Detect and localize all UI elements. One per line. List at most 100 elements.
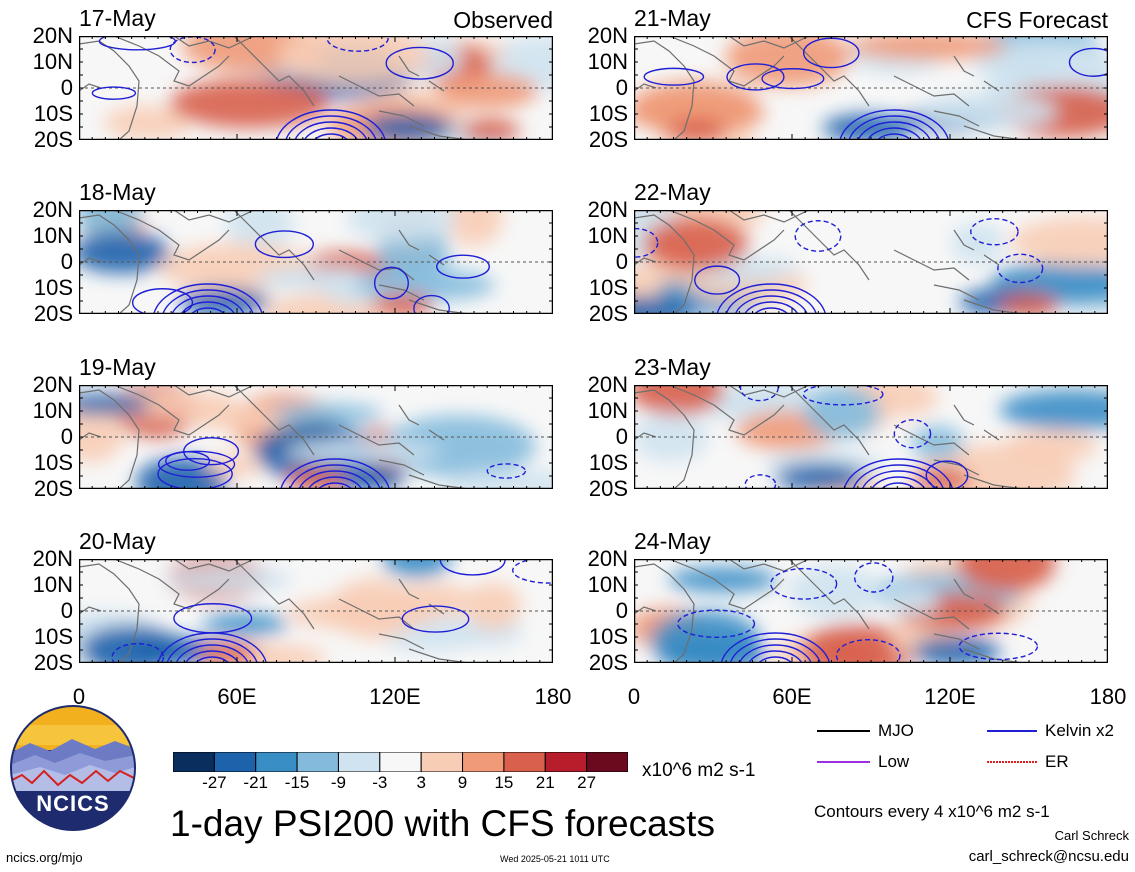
colorbar-swatch [462,751,505,773]
lat-tick-label: 20S [33,650,73,675]
map-panel-23-may [634,385,1108,489]
lon-tick-label: 0 [627,684,641,709]
lat-tick-label: 10S [588,101,628,126]
author-email: carl_schreck@ncsu.edu [968,848,1129,865]
lon-tick-label: 180 [1089,684,1127,709]
panel-date-label: 23-May [634,354,711,380]
colorbar-swatch [213,751,257,773]
panel-date-label: 24-May [634,528,711,554]
lat-tick-label: 10S [33,275,73,300]
panel-date-label: 20-May [79,528,156,554]
lat-tick-label: 20S [588,301,628,326]
panel-date-label: 22-May [634,179,711,205]
colorbar-tick-label: -9 [330,773,347,792]
colorbar-swatch [503,751,546,773]
lat-tick-label: 10N [32,49,73,74]
lat-tick-label: 20N [32,197,73,222]
lat-tick-label: 0 [615,249,628,274]
lat-tick-label: 0 [60,598,73,623]
ncics-logo: NCICS [10,705,136,831]
map-panel-17-may [79,36,553,140]
colorbar-swatch [586,751,629,773]
lat-tick-label: 20N [32,372,73,397]
colorbar-tick-label: 9 [457,773,468,792]
legend-kelvin-label: Kelvin x2 [1045,721,1114,740]
lat-tick-label: 10N [587,398,628,423]
panel-date-label: 19-May [79,354,156,380]
lat-tick-label: 0 [60,75,73,100]
map-panel-18-may [79,210,553,314]
colorbar-tick-label: -27 [202,773,227,792]
lat-tick-label: 20S [33,301,73,326]
lat-tick-label: 0 [615,424,628,449]
map-panel-21-may [634,36,1108,140]
colorbar-tick-label: 15 [494,773,514,792]
lat-tick-label: 10N [32,223,73,248]
lat-tick-label: 10N [587,223,628,248]
panel-tag-label: CFS Forecast [966,7,1108,33]
panel-tag-label: Observed [453,7,553,33]
legend-low-label: Low [878,752,910,771]
panel-date-label: 21-May [634,5,711,31]
lat-tick-label: 20N [32,546,73,571]
lat-tick-label: 20N [587,372,628,397]
page-title: 1-day PSI200 with CFS forecasts [170,803,715,844]
colorbar-swatch [420,751,464,773]
lat-tick-label: 10S [588,275,628,300]
lat-tick-label: 10S [588,624,628,649]
colorbar-tick-label: 27 [577,773,597,792]
lat-tick-label: 20N [32,23,73,48]
lat-tick-label: 0 [615,598,628,623]
legend-er-label: ER [1045,752,1069,771]
lat-tick-label: 10S [33,624,73,649]
lat-tick-label: 0 [60,424,73,449]
lon-tick-label: 60E [217,684,257,709]
panel-date-label: 18-May [79,179,156,205]
map-panel-22-may [634,210,1108,314]
lon-tick-label: 0 [72,684,86,709]
colorbar-swatch [296,751,339,773]
lon-tick-label: 180 [534,684,572,709]
lat-tick-label: 20S [33,476,73,501]
colorbar-swatch [337,751,381,773]
lon-tick-label: 60E [772,684,812,709]
colorbar-swatch [255,751,298,773]
lat-tick-label: 20N [587,197,628,222]
author-name: Carl Schreck [1054,828,1129,843]
lat-tick-label: 10N [32,572,73,597]
lat-tick-label: 0 [615,75,628,100]
contour-note: Contours every 4 x10^6 m2 s-1 [814,802,1050,821]
site-url[interactable]: ncics.org/mjo [6,850,83,865]
colorbar-swatch [172,751,215,773]
colorbar-swatch [544,751,588,773]
lat-tick-label: 20S [588,650,628,675]
lat-tick-label: 20S [588,127,628,152]
lat-tick-label: 20S [33,127,73,152]
logo-text: NCICS [36,791,110,816]
colorbar-swatch [379,751,422,773]
lat-tick-label: 20S [588,476,628,501]
lat-tick-label: 10N [32,398,73,423]
lat-tick-label: 20N [587,546,628,571]
map-panel-19-may [79,385,553,489]
colorbar-tick-label: -3 [372,773,388,792]
colorbar-tick-label: 3 [416,773,426,792]
timestamp: Wed 2025-05-21 1011 UTC [500,854,610,864]
map-panel-24-may [634,559,1108,663]
legend: MJO Kelvin x2 Low ER [815,718,1125,778]
lat-tick-label: 10N [587,572,628,597]
lon-tick-label: 120E [369,684,421,709]
colorbar-tick-label: -21 [243,773,269,792]
legend-mjo-label: MJO [878,721,914,740]
map-panel-20-may [79,559,553,663]
colorbar-tick-label: 21 [535,773,555,792]
lat-tick-label: 10N [587,49,628,74]
colorbar-tick-label: -15 [284,773,310,792]
panel-date-label: 17-May [79,5,156,31]
lat-tick-label: 10S [33,450,73,475]
lat-tick-label: 20N [587,23,628,48]
lat-tick-label: 0 [60,249,73,274]
colorbar [172,751,629,773]
lat-tick-label: 10S [33,101,73,126]
lon-tick-label: 120E [924,684,976,709]
